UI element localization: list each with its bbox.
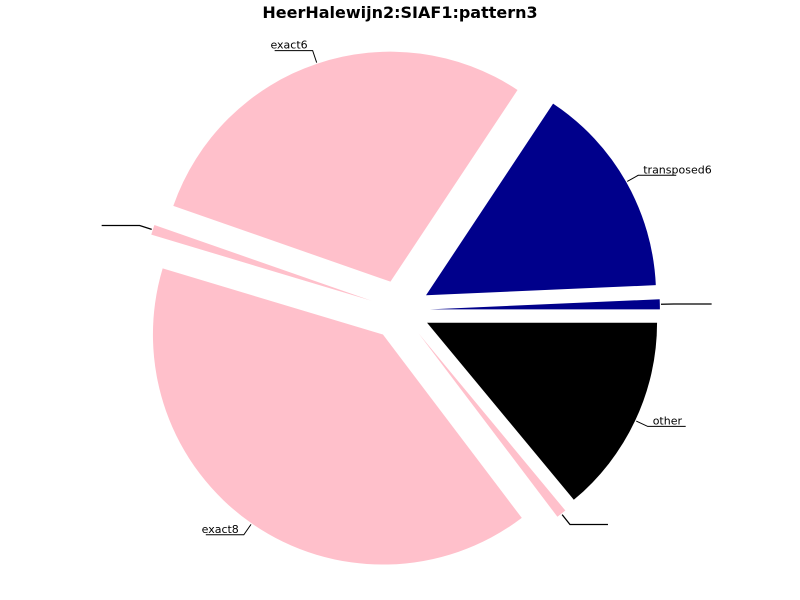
pie-slice-exact8 [152, 268, 522, 565]
leader-line-other [636, 420, 686, 427]
leader-line-minor-1 [561, 514, 608, 526]
pie-slice-other [427, 322, 658, 500]
pie-slice-exact6 [173, 51, 518, 282]
pie-slice-minor-1 [418, 333, 566, 517]
leader-line-transposed6 [626, 174, 677, 182]
pie-slice-transposed6 [426, 103, 656, 296]
pie-slice-minor-6 [429, 299, 660, 310]
pie-label-exact6: exact6 [270, 39, 307, 52]
pie-label-other: other [653, 414, 683, 427]
pie-label-transposed6: transposed6 [643, 163, 711, 176]
pie-slice-minor-3 [151, 224, 372, 301]
leader-line-exact6 [274, 50, 318, 63]
pie-labels: other exact8 exact6 transposed6 [101, 39, 712, 536]
pie-slices [151, 51, 660, 565]
chart-title: HeerHalewijn2:SIAF1:pattern3 [262, 3, 537, 22]
leader-line-exact8 [205, 524, 252, 536]
leader-line-minor-3 [101, 224, 152, 231]
pie-label-exact8: exact8 [202, 523, 239, 536]
